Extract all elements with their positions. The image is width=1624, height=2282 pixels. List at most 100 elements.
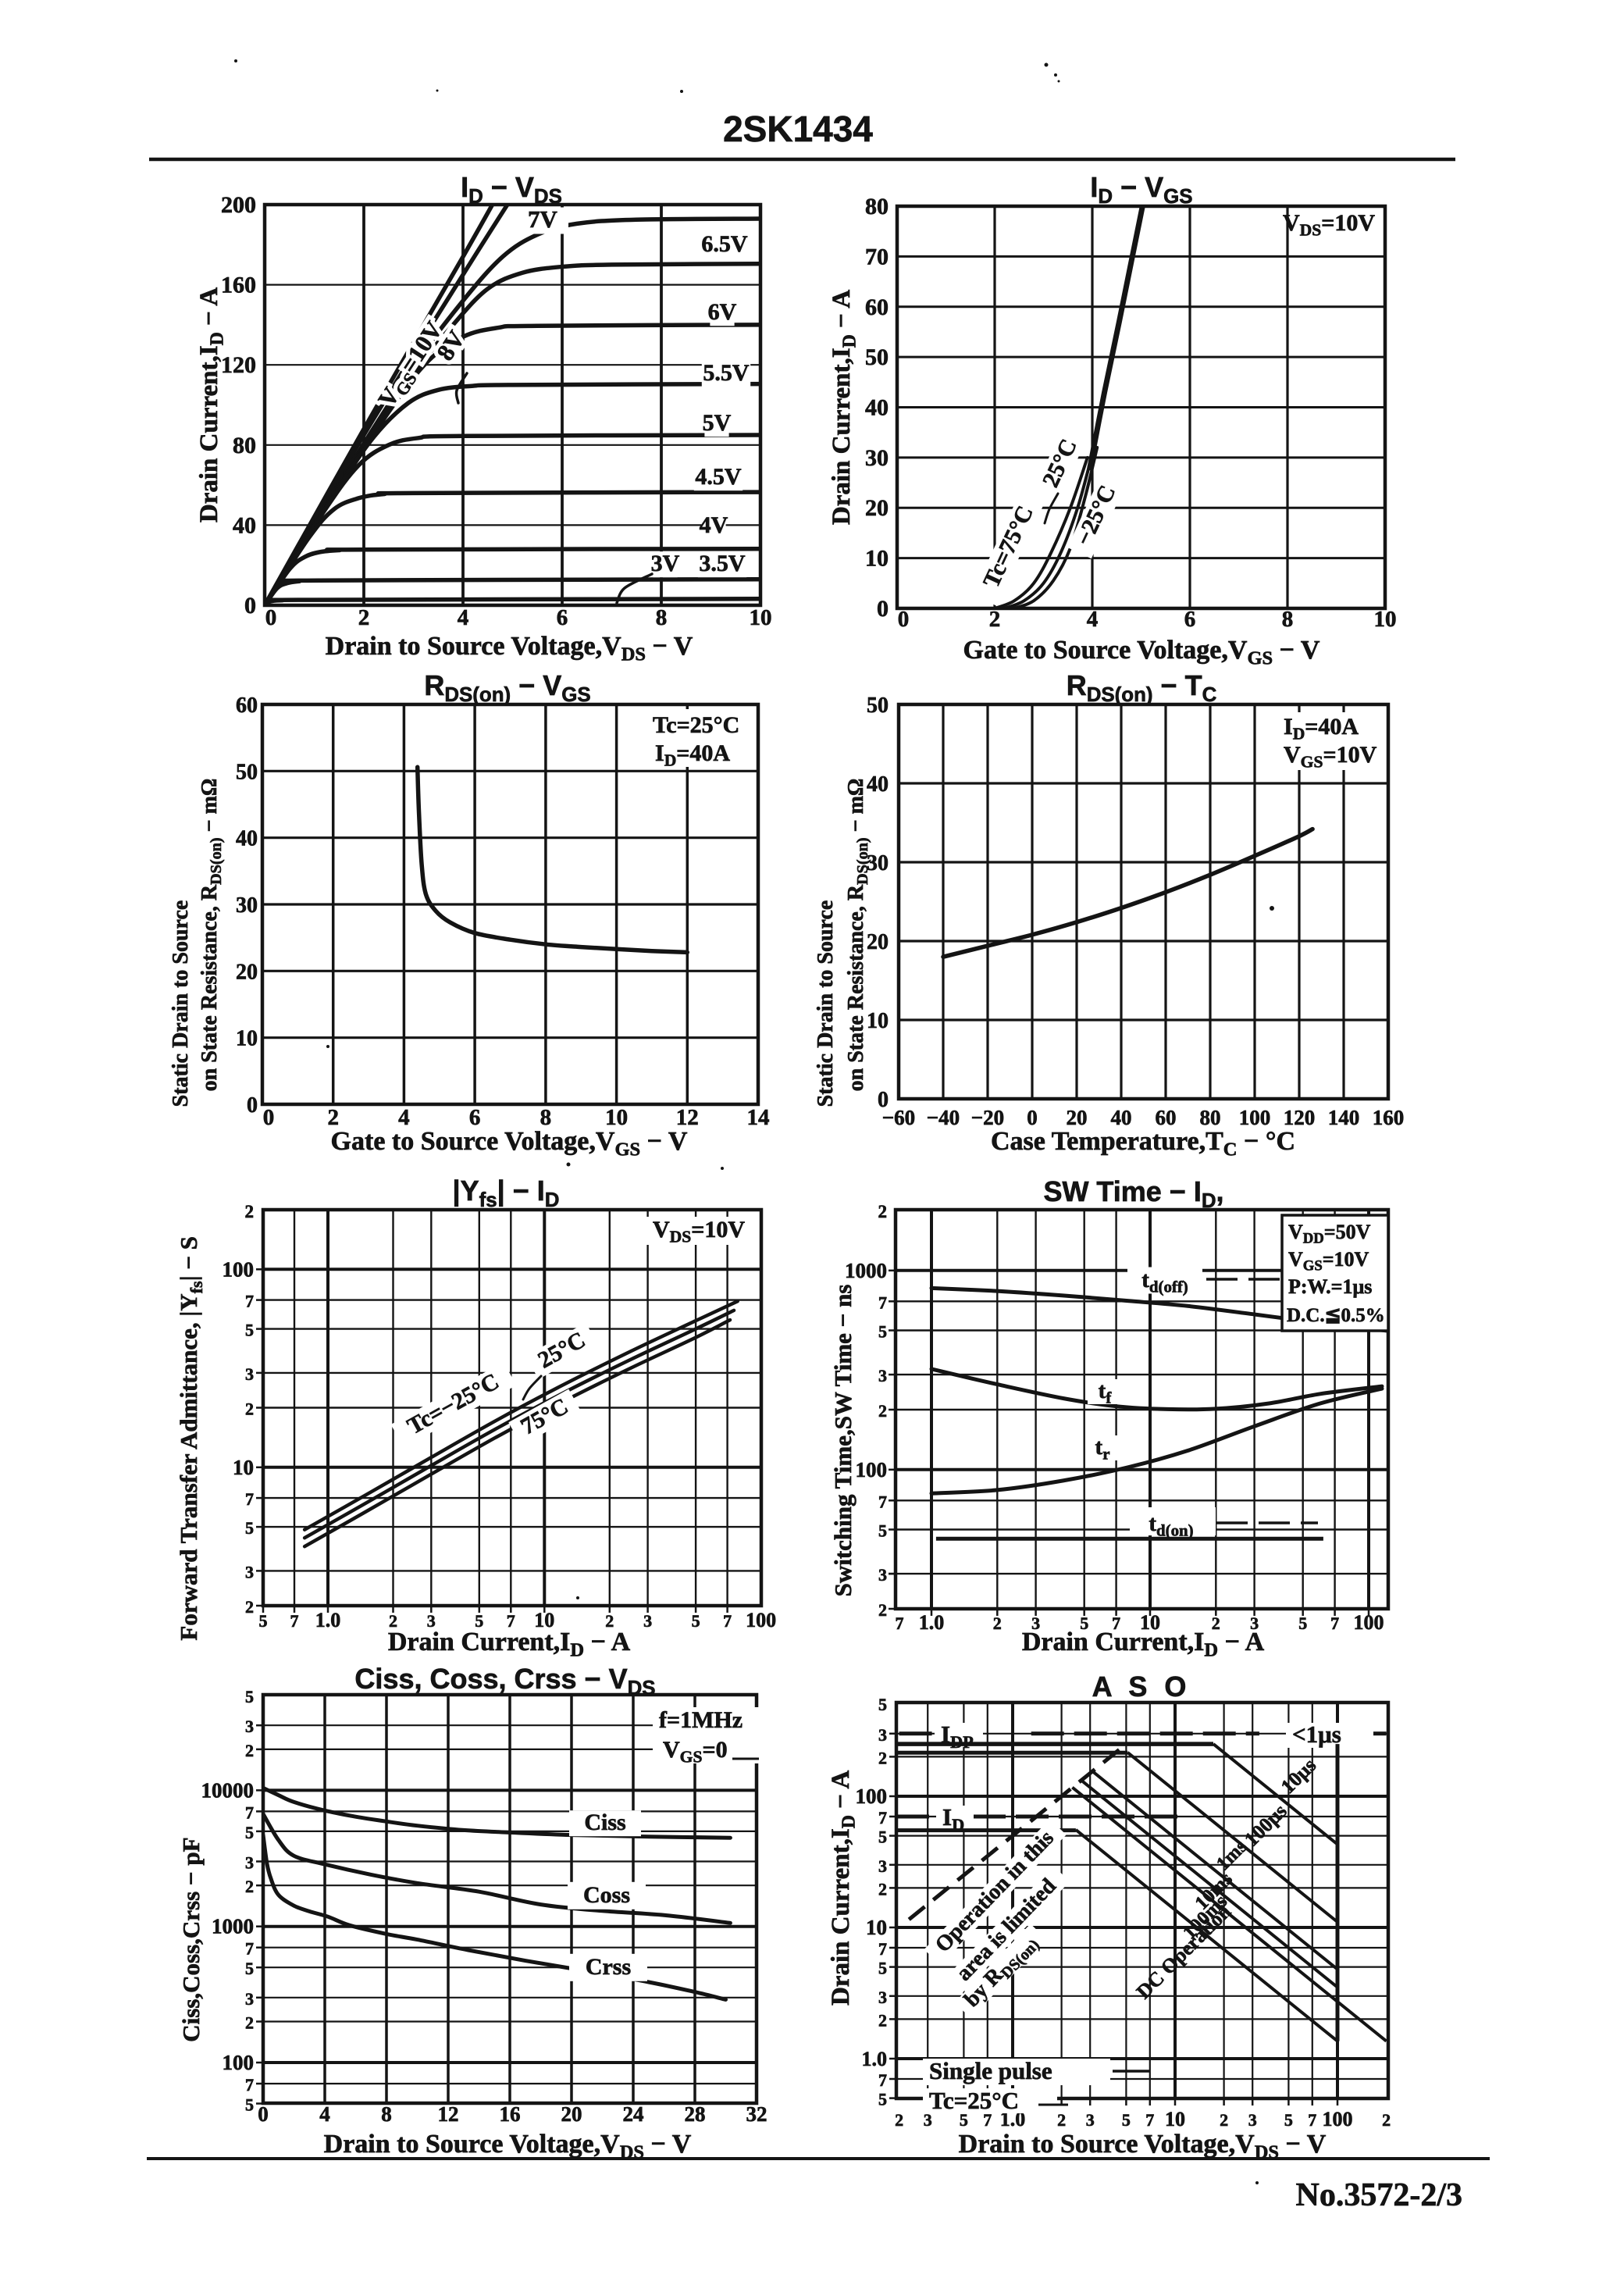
svg-text:3: 3 [878,1856,887,1876]
svg-text:2: 2 [878,1202,888,1221]
svg-text:1.0: 1.0 [315,1609,341,1631]
svg-text:8: 8 [1282,607,1294,632]
svg-text:Forward Transfer Admittance, |: Forward Transfer Admittance, |Yfs​| − S [175,1236,206,1641]
svg-text:Ciss, Coss, Crss − VDS​: Ciss, Coss, Crss − VDS​ [354,1663,655,1699]
svg-text:7: 7 [1308,2110,1316,2130]
svg-text:7: 7 [878,1293,887,1312]
svg-text:0: 0 [898,607,910,632]
svg-text:20: 20 [865,495,889,521]
svg-text:3: 3 [1086,2110,1095,2130]
svg-text:2SK1434: 2SK1434 [723,109,873,149]
svg-text:7: 7 [1330,1613,1339,1633]
svg-text:5: 5 [1284,2110,1293,2130]
svg-text:14: 14 [747,1105,770,1130]
svg-text:Drain Current,ID​ − A: Drain Current,ID​ − A [388,1628,631,1661]
svg-text:Tc=25°C: Tc=25°C [929,2087,1019,2114]
svg-text:|Yfs​| − ID​: |Yfs​| − ID​ [453,1175,560,1211]
svg-text:A S O: A S O [1092,1670,1191,1703]
svg-text:3: 3 [878,1725,887,1745]
svg-text:5V: 5V [703,410,732,436]
svg-text:100: 100 [223,1257,255,1281]
svg-text:2: 2 [878,1748,887,1767]
svg-text:50: 50 [865,344,889,370]
svg-text:3: 3 [245,1717,254,1736]
svg-text:100: 100 [223,2051,255,2074]
svg-text:Gate to Source Voltage,VGS​ −: Gate to Source Voltage,VGS​ − V [331,1127,688,1161]
svg-text:ID​ − VGS​: ID​ − VGS​ [1090,171,1192,208]
svg-text:7: 7 [1145,2110,1154,2130]
svg-text:40: 40 [233,512,256,538]
svg-text:5: 5 [878,1521,887,1541]
svg-text:Case Temperature,TC​ − °C: Case Temperature,TC​ − °C [991,1127,1295,1161]
svg-text:50: 50 [236,760,258,784]
svg-text:2: 2 [1057,2110,1066,2130]
svg-text:160: 160 [1373,1106,1405,1129]
svg-text:Tc=25°C: Tc=25°C [653,712,739,738]
svg-text:5: 5 [245,1959,254,1978]
svg-text:ID​=40A: ID​=40A [655,740,730,770]
svg-text:16: 16 [500,2102,521,2126]
svg-text:ID​ − VDS​: ID​ − VDS​ [461,171,562,208]
svg-text:5: 5 [245,1687,254,1706]
svg-text:5: 5 [878,1322,887,1342]
svg-text:Drain Current,ID​ − A: Drain Current,ID​ − A [828,290,860,525]
svg-text:40: 40 [867,772,889,797]
svg-text:20: 20 [236,960,258,984]
svg-text:0: 0 [258,2102,269,2126]
svg-text:Coss: Coss [583,1882,630,1908]
svg-text:2: 2 [878,2010,887,2030]
svg-text:0: 0 [265,605,277,630]
svg-text:RDS(on)​ − VGS​: RDS(on)​ − VGS​ [424,669,590,706]
svg-text:5: 5 [245,1823,254,1842]
svg-text:40: 40 [1111,1106,1132,1129]
svg-text:1.0: 1.0 [862,2048,888,2070]
svg-text:7: 7 [245,1802,254,1822]
svg-text:2: 2 [1212,1613,1220,1633]
svg-text:40: 40 [865,395,889,421]
svg-text:1.0: 1.0 [919,1611,945,1634]
svg-text:32: 32 [746,2102,767,2126]
svg-text:12: 12 [676,1105,699,1130]
svg-text:SW Time − ID​,: SW Time − ID​, [1043,1175,1223,1212]
svg-text:6.5V: 6.5V [701,231,748,257]
svg-text:30: 30 [865,445,889,471]
svg-text:5: 5 [692,1611,700,1631]
svg-text:3: 3 [878,1565,887,1585]
svg-text:6: 6 [1184,607,1196,632]
svg-text:5: 5 [245,1321,254,1340]
svg-text:3.5V: 3.5V [699,551,746,576]
svg-text:80: 80 [233,433,256,458]
svg-text:5: 5 [1298,1613,1307,1633]
svg-text:3: 3 [427,1611,436,1631]
svg-text:70: 70 [865,244,889,269]
svg-text:10: 10 [236,1027,258,1051]
svg-text:10: 10 [866,1916,887,1939]
svg-text:20: 20 [1067,1106,1088,1129]
svg-text:7: 7 [983,2110,992,2130]
svg-text:2: 2 [1220,2110,1228,2130]
svg-text:24: 24 [623,2102,644,2126]
svg-text:Drain Current,ID​ − A: Drain Current,ID​ − A [1022,1628,1265,1661]
svg-text:60: 60 [865,294,889,320]
svg-text:6V: 6V [708,299,737,325]
svg-text:5: 5 [245,2095,254,2115]
svg-text:3: 3 [245,1989,254,2009]
svg-text:3: 3 [643,1611,652,1631]
svg-text:2: 2 [605,1611,614,1631]
svg-text:1000: 1000 [212,1915,254,1938]
svg-text:−20: −20 [971,1106,1004,1129]
svg-text:7: 7 [245,1939,254,1959]
svg-text:−60: −60 [882,1106,915,1129]
svg-text:Switching Time,SW Time − ns: Switching Time,SW Time − ns [829,1285,857,1597]
svg-text:5: 5 [878,1959,887,1978]
svg-text:on State Resistance, RDS(on)​: on State Resistance, RDS(on)​ − mΩ [844,779,871,1092]
svg-text:10: 10 [1140,1611,1160,1634]
svg-text:4: 4 [1087,607,1099,632]
svg-text:Drain Current,ID​ − A: Drain Current,ID​ − A [195,287,227,522]
svg-text:20: 20 [561,2102,582,2126]
svg-text:10: 10 [1165,2108,1185,2130]
svg-text:100: 100 [856,1785,888,1808]
svg-text:7: 7 [878,1808,887,1827]
svg-text:7: 7 [878,1492,887,1511]
svg-text:7: 7 [1112,1613,1120,1633]
